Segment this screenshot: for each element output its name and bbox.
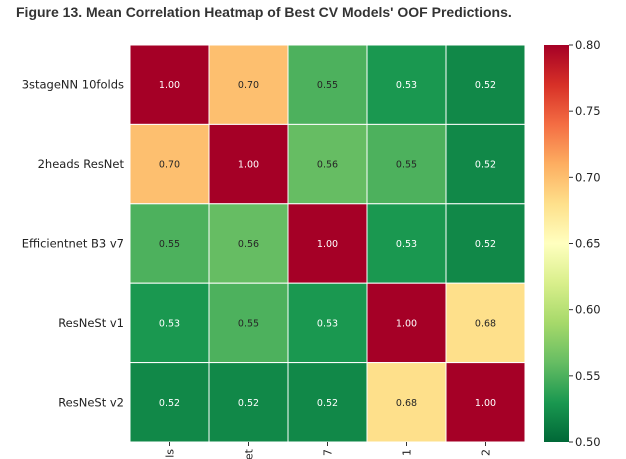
column-label: 7	[322, 449, 335, 456]
colorbar-tick-label: 0.65	[575, 237, 601, 251]
cell-value-label: 0.52	[159, 398, 180, 409]
cell-value-label: 0.52	[475, 239, 496, 250]
cell-value-label: 0.56	[238, 239, 259, 250]
colorbar-tick-label: 0.70	[575, 170, 601, 184]
column-labels: ls et 7 1 2	[164, 442, 493, 459]
heatmap-cell	[129, 123, 210, 205]
heatmap-cell	[287, 203, 368, 284]
column-label: 2	[480, 449, 493, 456]
cell-value-label: 0.55	[396, 160, 417, 171]
cell-value-label: 0.52	[238, 398, 259, 409]
cell-value-label: 0.70	[159, 160, 180, 171]
heatmap-cell	[366, 362, 447, 443]
column-label: et	[243, 448, 256, 459]
colorbar-ticks: 0.50 0.55 0.60 0.65 0.70 0.75 0.80	[569, 38, 601, 449]
cell-value-label: 0.70	[238, 80, 259, 91]
row-labels: 3stageNN 10folds 2heads ResNet Efficientne…	[22, 78, 125, 410]
row-label: Efficientnet B3 v7	[22, 237, 124, 251]
cell-value-label: 0.53	[396, 80, 417, 91]
cell-value-label: 0.55	[317, 80, 338, 91]
cell-value-label: 1.00	[238, 160, 259, 171]
heatmap-cell	[208, 362, 289, 443]
cell-value-label: 0.52	[475, 80, 496, 91]
heatmap-cell	[366, 123, 447, 205]
row-label: ResNeSt v1	[58, 316, 124, 330]
cell-value-label: 0.52	[317, 398, 338, 409]
cell-value-label: 1.00	[159, 80, 180, 91]
heatmap-cell	[208, 123, 289, 205]
cell-value-label: 0.55	[159, 239, 180, 250]
colorbar-tick-label: 0.75	[575, 104, 601, 118]
cell-value-label: 0.53	[159, 318, 180, 329]
colorbar	[544, 45, 569, 442]
heatmap-cells: 1.00 0.70 0.55 0.53 0.52 0.70 1.00 0.56 0.55 0.52…	[129, 44, 526, 443]
colorbar-tick-label: 0.50	[575, 435, 601, 449]
heatmap-cell	[287, 282, 368, 364]
cell-value-label: 0.68	[396, 398, 417, 409]
heatmap-cell	[208, 203, 289, 284]
colorbar-tick-label: 0.60	[575, 303, 601, 317]
heatmap-cell	[445, 203, 526, 284]
heatmap-cell	[445, 362, 526, 443]
heatmap-cell	[287, 123, 368, 205]
colorbar-tick-label: 0.55	[575, 369, 601, 383]
cell-value-label: 0.56	[317, 160, 338, 171]
heatmap-cell	[366, 203, 447, 284]
heatmap-cell	[129, 203, 210, 284]
column-label: ls	[164, 449, 177, 458]
cell-value-label: 0.55	[238, 318, 259, 329]
colorbar-tick-label: 0.80	[575, 38, 601, 52]
heatmap-cell	[445, 282, 526, 364]
cell-value-label: 0.53	[396, 239, 417, 250]
cell-value-label: 1.00	[475, 398, 496, 409]
cell-value-label: 1.00	[396, 318, 417, 329]
row-label: 3stageNN 10folds	[22, 78, 124, 92]
column-label: 1	[401, 449, 414, 456]
heatmap-cell	[366, 282, 447, 364]
cell-value-label: 1.00	[317, 239, 338, 250]
cell-value-label: 0.52	[475, 160, 496, 171]
cell-value-label: 0.68	[475, 318, 496, 329]
cell-value-label: 0.53	[317, 318, 338, 329]
row-label: ResNeSt v2	[58, 395, 124, 409]
heatmap-cell	[445, 44, 526, 125]
figure-title: Figure 13. Mean Correlation Heatmap of B…	[16, 4, 512, 20]
row-label: 2heads ResNet	[38, 157, 125, 171]
